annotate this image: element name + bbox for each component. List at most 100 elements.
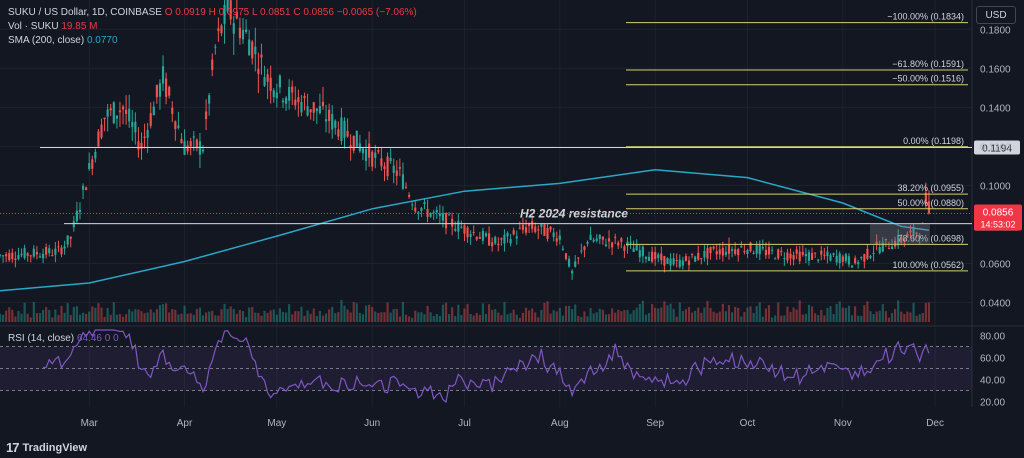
volume-bar [383, 312, 386, 322]
candle-body [743, 251, 746, 253]
volume-bar [192, 314, 195, 322]
symbol-row: SUKU / US Dollar, 1D, COINBASE O 0.0919 … [8, 6, 417, 20]
volume-bar [875, 311, 878, 322]
volume-bar [555, 311, 558, 322]
volume-bar [152, 312, 155, 322]
candle-body [478, 236, 481, 239]
candle-body [408, 194, 411, 197]
volume-bar [125, 314, 128, 322]
volume-bar [331, 306, 334, 322]
volume-bar [260, 315, 263, 322]
candle-body [112, 102, 115, 124]
candle-body [32, 248, 35, 257]
volume-bar [586, 316, 589, 322]
volume-bar [352, 302, 355, 322]
volume-bar [614, 312, 617, 322]
candle-body [491, 242, 494, 247]
volume-bar [361, 314, 365, 322]
candle-body [715, 251, 718, 255]
candle-body [847, 256, 851, 265]
candle-body [494, 236, 497, 244]
candle-body [497, 243, 500, 246]
candle-body [589, 234, 592, 241]
candle-body [75, 210, 78, 222]
x-axis-tick-label: Nov [834, 418, 852, 429]
volume-bar [694, 310, 697, 322]
sma-value: 0.0770 [86, 35, 118, 46]
candle-body [887, 248, 891, 250]
sma-label[interactable]: SMA (200, close) [8, 35, 85, 46]
volume-bar [438, 315, 441, 322]
volume-bar [611, 308, 614, 322]
volume-bar [448, 314, 451, 322]
volume-bar [460, 314, 463, 322]
candle-body [340, 117, 343, 141]
volume-bar [801, 314, 804, 322]
candle-body [810, 253, 814, 260]
candle-body [309, 109, 312, 113]
symbol-title[interactable]: SUKU / US Dollar, 1D, COINBASE [8, 7, 162, 18]
currency-button[interactable]: USD [976, 6, 1016, 24]
volume-bar [5, 310, 8, 322]
candle-body [269, 77, 272, 91]
volume-bar [789, 311, 792, 322]
volume-bar [734, 306, 737, 322]
volume-bar [404, 314, 408, 322]
rsi-label[interactable]: RSI (14, close) [8, 333, 75, 344]
candle-body [734, 249, 737, 254]
candle-body [503, 234, 506, 244]
candle-body [770, 249, 774, 251]
volume-bar [687, 306, 691, 322]
volume-bar [334, 313, 337, 322]
volume-bar [161, 304, 165, 322]
volume-bar [666, 305, 669, 322]
tradingview-logo[interactable]: 17 TradingView [6, 440, 87, 455]
volume-bar [506, 314, 509, 322]
volume-bar [183, 305, 186, 322]
candle-body [85, 187, 88, 191]
volume-bar [358, 312, 361, 322]
volume-bar [257, 312, 260, 322]
volume-bar [764, 308, 767, 322]
x-axis-tick-label: May [267, 418, 286, 429]
candle-body [632, 248, 635, 252]
candle-body [792, 255, 795, 260]
volume-bar [291, 314, 294, 322]
x-axis-tick-label: Jun [364, 418, 380, 429]
volume-bar [675, 316, 678, 322]
volume-bar [844, 307, 847, 322]
volume-bar [571, 309, 574, 322]
volume-bar [497, 312, 500, 322]
candle-body [730, 249, 734, 251]
volume-bar [251, 306, 254, 322]
candle-body [291, 86, 294, 93]
candle-body [432, 211, 435, 213]
x-axis-tick-label: Apr [177, 418, 193, 429]
volume-bar [657, 308, 660, 322]
candle-body [192, 136, 195, 138]
volume-bar [417, 312, 420, 322]
volume-bar [700, 312, 703, 322]
volume-bar [432, 315, 435, 322]
y-axis-tick-label: 0.1600 [980, 64, 1011, 75]
candle-body [466, 227, 469, 238]
volume-bar [32, 302, 35, 322]
volume-bar [8, 307, 11, 322]
volume-bar [229, 306, 232, 322]
volume-bar [574, 304, 577, 322]
volume-label[interactable]: Vol · SUKU [8, 21, 59, 32]
rsi-axis-tick-label: 80.00 [980, 332, 1005, 343]
tradingview-mark-icon: 17 [6, 440, 20, 455]
candle-body [229, 0, 232, 20]
volume-bar [100, 307, 103, 322]
volume-bar [284, 312, 288, 322]
volume-bar [884, 311, 887, 322]
volume-bar [266, 312, 269, 322]
volume-bar [371, 307, 374, 322]
volume-bar [374, 311, 377, 322]
volume-bar [807, 304, 811, 322]
volume-bar [635, 307, 638, 322]
candle-body [617, 242, 620, 246]
volume-bar [205, 312, 208, 322]
